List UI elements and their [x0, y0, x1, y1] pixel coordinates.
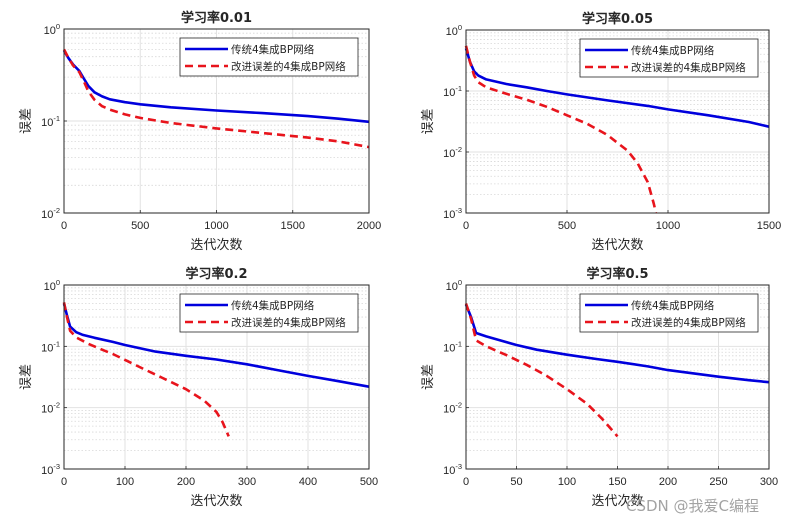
- subplot-2: 0 500 1000 1500 10-3 10-2 10-1 100 学习率0.05 迭代次数 误差…: [421, 11, 781, 253]
- series-line-traditional: [62, 50, 370, 124]
- x-tick-label: 50: [510, 476, 522, 488]
- x-axis-label: 迭代次数: [190, 493, 242, 509]
- subplot-title: 学习率0.05: [582, 11, 653, 27]
- x-tick-label: 300: [238, 476, 256, 488]
- y-tick-label: 100: [44, 22, 60, 37]
- x-tick-label: 500: [131, 220, 149, 232]
- x-tick-label: 0: [463, 220, 469, 232]
- watermark: CSDN @我爱C编程: [626, 497, 759, 515]
- y-axis-label: 误差: [421, 108, 436, 134]
- x-tick-label: 0: [463, 476, 469, 488]
- series-line-improved: [62, 302, 230, 437]
- series-line-improved: [62, 48, 370, 149]
- y-tick-label: 10-1: [443, 84, 462, 99]
- y-tick-label: 10-3: [443, 462, 462, 477]
- legend-box: [179, 293, 359, 333]
- legend-box: [179, 37, 359, 77]
- subplot-1: 0 500 1000 1500 2000 10-2 10-1 100 学习率0.01 迭代次数 误差…: [19, 10, 381, 253]
- x-tick-label: 0: [61, 476, 67, 488]
- x-tick-label: 150: [608, 476, 626, 488]
- y-tick-label: 10-3: [41, 462, 60, 477]
- legend-label-improved: 改进误差的4集成BP网络: [231, 316, 346, 329]
- y-tick-label: 100: [44, 278, 60, 293]
- legend-box: [579, 38, 759, 78]
- legend-label-traditional: 传统4集成BP网络: [231, 299, 315, 312]
- x-tick-label: 500: [360, 476, 378, 488]
- x-tick-label: 300: [760, 476, 778, 488]
- x-tick-label: 200: [177, 476, 195, 488]
- legend-label-improved: 改进误差的4集成BP网络: [631, 61, 746, 74]
- subplot-title: 学习率0.5: [586, 266, 648, 282]
- subplot-3: 0 100 200 300 400 500 10-3 10-2 10-1 100 学习率0.2 迭代次…: [19, 266, 378, 509]
- y-tick-label: 10-3: [443, 206, 462, 221]
- series-line-traditional: [62, 303, 370, 388]
- y-axis-label: 误差: [19, 364, 34, 390]
- subplot-4: 0 50 100 150 200 250 300 10-3 10-2 10-1 100 学习率0.5 迭…: [421, 266, 778, 509]
- y-tick-label: 10-1: [41, 114, 60, 129]
- y-tick-label: 100: [446, 278, 462, 293]
- x-tick-label: 1000: [656, 220, 680, 232]
- y-axis-label: 误差: [19, 108, 34, 134]
- series-line-improved: [464, 45, 658, 214]
- axes-box: [465, 29, 770, 214]
- legend-box: [579, 293, 759, 333]
- x-tick-label: 100: [558, 476, 576, 488]
- y-tick-label: 10-2: [41, 206, 60, 221]
- series-line-traditional: [464, 48, 770, 128]
- x-tick-label: 0: [61, 220, 67, 232]
- y-tick-label: 10-2: [443, 145, 462, 160]
- legend-label-traditional: 传统4集成BP网络: [631, 299, 715, 312]
- y-tick-label: 10-2: [41, 401, 60, 416]
- x-tick-label: 1500: [757, 220, 781, 232]
- x-tick-label: 250: [709, 476, 727, 488]
- legend-label-improved: 改进误差的4集成BP网络: [231, 60, 346, 73]
- x-axis-label: 迭代次数: [190, 237, 242, 253]
- legend-label-traditional: 传统4集成BP网络: [631, 44, 715, 57]
- x-tick-label: 500: [558, 220, 576, 232]
- legend-label-improved: 改进误差的4集成BP网络: [631, 316, 746, 329]
- axes-box: [63, 284, 370, 470]
- series-line-improved: [464, 303, 619, 438]
- x-tick-label: 1500: [281, 220, 305, 232]
- y-tick-label: 10-2: [443, 401, 462, 416]
- series-line-traditional: [464, 304, 770, 384]
- x-axis-label: 迭代次数: [591, 493, 643, 509]
- y-axis-label: 误差: [421, 364, 436, 390]
- x-tick-label: 2000: [357, 220, 381, 232]
- x-tick-label: 1000: [204, 220, 228, 232]
- y-tick-label: 10-1: [443, 339, 462, 354]
- x-tick-label: 200: [659, 476, 677, 488]
- subplot-title: 学习率0.2: [185, 266, 247, 282]
- x-tick-label: 100: [116, 476, 134, 488]
- legend-label-traditional: 传统4集成BP网络: [231, 43, 315, 56]
- subplot-title: 学习率0.01: [181, 10, 252, 26]
- y-tick-label: 100: [446, 23, 462, 38]
- x-axis-label: 迭代次数: [591, 237, 643, 253]
- y-tick-label: 10-1: [41, 339, 60, 354]
- x-tick-label: 400: [299, 476, 317, 488]
